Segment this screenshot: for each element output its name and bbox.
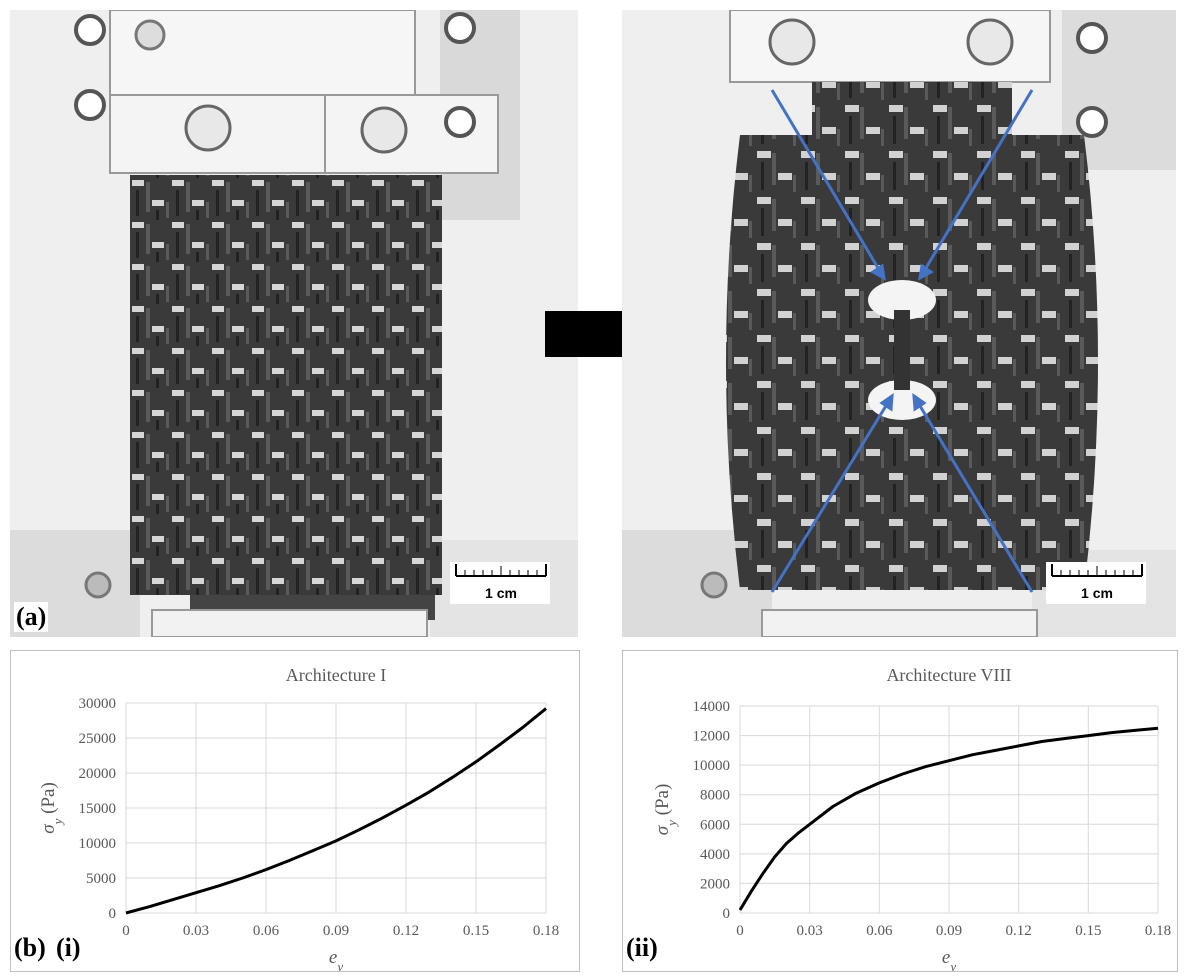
shear-band-arrows <box>770 89 1034 593</box>
x-tick-label: 0.03 <box>183 923 209 939</box>
panel-label-a: (a) <box>14 602 49 632</box>
y-tick-label: 2000 <box>700 876 730 892</box>
y-axis-label: σy (Pa) <box>38 782 65 834</box>
y-tick-label: 0 <box>723 906 731 922</box>
y-tick-label: 10000 <box>79 836 117 852</box>
y-tick-label: 20000 <box>79 766 117 782</box>
chart-panel-architecture-i: Architecture I 0 5000 10000 15000 20000 25000 3… <box>10 650 580 972</box>
x-tick-label: 0.18 <box>1145 923 1171 939</box>
y-tick-label: 8000 <box>700 788 730 804</box>
scale-bar-left-label: 1 cm <box>485 585 517 601</box>
series-line <box>125 707 547 915</box>
x-axis-label: ey <box>329 947 343 971</box>
x-tick-label: 0.12 <box>1006 923 1032 939</box>
x-axis-label-subscript: y <box>948 959 956 972</box>
x-tick-label: 0.15 <box>463 923 489 939</box>
x-axis-label: ey <box>942 947 956 971</box>
x-tick-label: 0 <box>122 923 130 939</box>
x-tick-label: 0.12 <box>393 923 419 939</box>
y-tick-label: 30000 <box>79 696 117 712</box>
panel-label-b: (b) <box>12 933 48 963</box>
photo-undeformed-specimen: 1 cm <box>10 10 578 637</box>
x-tick-label: 0.06 <box>866 923 893 939</box>
scale-bar-right: 1 cm <box>1046 562 1146 604</box>
x-tick-label: 0.03 <box>797 923 823 939</box>
specimen-right-illustration: 1 cm <box>622 10 1176 637</box>
scale-bar-left: 1 cm <box>450 562 550 604</box>
y-tick-label: 25000 <box>79 731 117 747</box>
y-axis-label-subscript: y <box>664 820 679 828</box>
x-tick-label: 0.18 <box>533 923 559 939</box>
chart-architecture-i: Architecture I 0 5000 10000 15000 20000 25000 3… <box>38 665 559 971</box>
x-tick-label: 0.15 <box>1075 923 1101 939</box>
chart-panel-architecture-viii: Architecture VIII 0 2000 4000 6000 8000 10000 1… <box>622 650 1178 972</box>
y-tick-label: 6000 <box>700 817 730 833</box>
y-tick-label: 15000 <box>79 801 117 817</box>
photo-deformed-specimen: 1 cm <box>622 10 1176 637</box>
panel-label-b-ii: (ii) <box>624 933 660 963</box>
x-tick-label: 0 <box>736 923 744 939</box>
x-tick-label: 0.09 <box>323 923 349 939</box>
x-tick-label: 0.06 <box>253 923 280 939</box>
specimen-left-illustration: 1 cm <box>10 10 578 637</box>
y-tick-label: 4000 <box>700 847 730 863</box>
x-tick-label: 0.09 <box>936 923 962 939</box>
y-axis-label-subscript: y <box>50 818 65 826</box>
x-axis-label-subscript: y <box>335 959 343 972</box>
series-line <box>738 726 1159 911</box>
panel-label-b-i: (i) <box>54 933 83 963</box>
chart-title: Architecture VIII <box>886 665 1011 685</box>
y-axis-label: σy (Pa) <box>652 784 679 836</box>
y-tick-label: 14000 <box>693 699 731 715</box>
scale-bar-right-label: 1 cm <box>1081 585 1113 601</box>
y-axis-label-unit: (Pa) <box>652 784 673 820</box>
y-axis-label-unit: (Pa) <box>38 782 59 818</box>
y-tick-label: 0 <box>109 906 117 922</box>
chart-architecture-viii: Architecture VIII 0 2000 4000 6000 8000 10000 1… <box>652 665 1171 971</box>
y-tick-label: 10000 <box>693 758 731 774</box>
chart-title: Architecture I <box>286 665 386 685</box>
y-tick-label: 5000 <box>86 871 116 887</box>
y-tick-label: 12000 <box>693 729 731 745</box>
